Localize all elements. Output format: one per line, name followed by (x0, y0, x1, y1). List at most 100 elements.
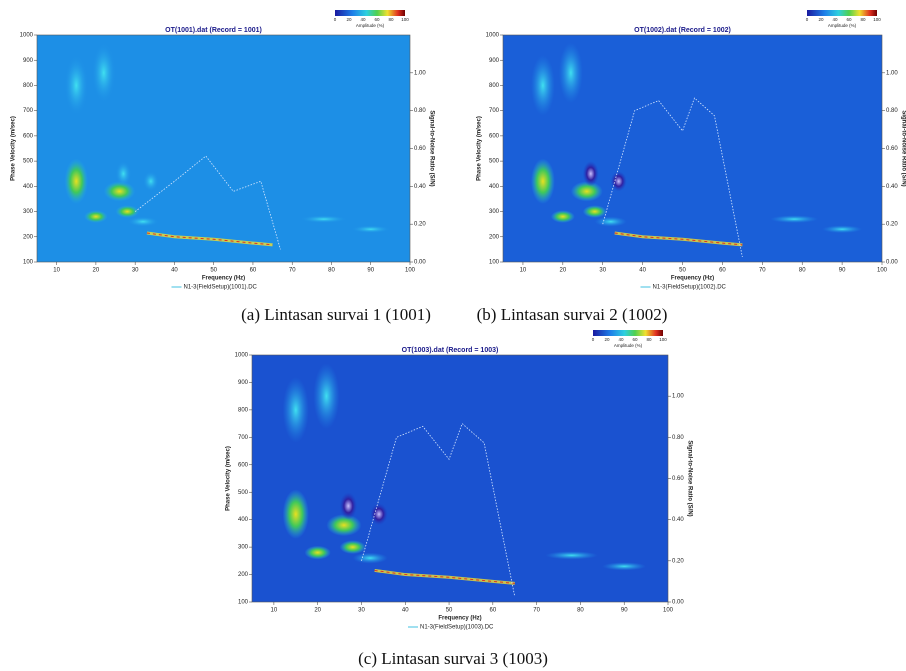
colorbar-tick-label: 0 (334, 17, 337, 22)
energy-blob (326, 514, 362, 537)
colorbar-tick-label: 40 (832, 17, 838, 22)
x-tick-label: 100 (663, 608, 674, 614)
y-tick-label: 700 (489, 108, 500, 114)
colorbar-label: Amplitude (%) (356, 23, 385, 28)
x-tick-label: 40 (171, 268, 178, 274)
energy-blob (610, 171, 627, 192)
x-axis-label: Frequency (Hz) (671, 276, 714, 282)
energy-blob (91, 42, 116, 104)
x-tick-label: 40 (639, 268, 646, 274)
y2-tick-label: 0.00 (672, 600, 684, 606)
energy-blob (84, 210, 108, 223)
y2-tick-label: 0.60 (672, 476, 684, 482)
y-tick-label: 1000 (20, 33, 34, 39)
y-tick-label: 700 (238, 435, 249, 441)
energy-blob (127, 216, 159, 227)
x-axis-label: Frequency (Hz) (438, 616, 481, 622)
colorbar-tick-label: 40 (618, 337, 624, 342)
energy-blob (282, 376, 309, 443)
energy-blob (339, 492, 358, 520)
y-tick-label: 900 (238, 380, 249, 386)
y-tick-label: 500 (489, 159, 500, 165)
colorbar-tick-label: 80 (646, 337, 652, 342)
panel-title: OT(1001).dat (Record = 1001) (165, 27, 262, 34)
energy-blob (115, 161, 132, 187)
colorbar-tick-label: 20 (818, 17, 824, 22)
y2-tick-label: 0.80 (886, 108, 898, 114)
y2-tick-label: 0.40 (414, 184, 426, 190)
y-tick-label: 900 (23, 58, 34, 64)
colorbar-label: Amplitude (%) (614, 343, 643, 348)
energy-blob (594, 216, 627, 227)
x-tick-label: 40 (402, 608, 409, 614)
x-tick-label: 50 (446, 608, 453, 614)
y2-tick-label: 1.00 (414, 70, 426, 76)
colorbar (593, 330, 663, 336)
colorbar-tick-label: 80 (388, 17, 394, 22)
y-axis-label: Phase Velocity (m/sec) (11, 116, 17, 181)
y2-tick-label: 0.00 (886, 260, 898, 266)
snr-curve (602, 97, 743, 258)
y-axis-label: Phase Velocity (m/sec) (477, 116, 483, 181)
energy-blob (103, 181, 136, 202)
y2-tick-label: 0.60 (414, 146, 426, 152)
y2-tick-label: 0.40 (886, 184, 898, 190)
colorbar-tick-label: 100 (659, 337, 667, 342)
x-tick-label: 60 (719, 268, 726, 274)
y-axis-label: Phase Velocity (m/sec) (226, 446, 232, 511)
y2-tick-label: 0.20 (672, 558, 684, 564)
x-tick-label: 10 (271, 608, 278, 614)
y2-tick-label: 0.60 (886, 146, 898, 152)
y2-tick-label: 1.00 (886, 70, 898, 76)
y-tick-label: 400 (23, 184, 34, 190)
energy-blob (602, 562, 647, 571)
y-tick-label: 1000 (235, 353, 249, 359)
colorbar-tick-label: 60 (632, 337, 638, 342)
y-tick-label: 400 (238, 517, 249, 523)
y2-axis-label: Signal-to-Noise Ratio (S/N) (900, 110, 906, 186)
x-axis-label: Frequency (Hz) (202, 276, 245, 282)
y-tick-label: 700 (23, 108, 34, 114)
energy-blob (570, 181, 603, 202)
energy-blob (64, 158, 89, 204)
y-tick-label: 1000 (486, 33, 500, 39)
snr-curve (361, 422, 516, 597)
x-tick-label: 100 (405, 268, 416, 274)
energy-blob (282, 489, 309, 539)
colorbar-tick-label: 80 (860, 17, 866, 22)
x-tick-label: 20 (559, 268, 566, 274)
caption: (b) Lintasan survai 2 (1002) (477, 305, 668, 324)
colorbar-tick-label: 60 (846, 17, 852, 22)
energy-blob (115, 205, 140, 218)
energy-blob (530, 55, 555, 116)
dispersion-curve (374, 569, 515, 584)
energy-blob (770, 215, 819, 223)
legend-label: N1-3(FieldSetup)(1002).DC (653, 285, 727, 291)
colorbar-tick-label: 60 (374, 17, 380, 22)
colorbar-tick-label: 100 (873, 17, 881, 22)
y-tick-label: 800 (23, 83, 34, 89)
y-tick-label: 800 (238, 407, 249, 413)
x-tick-label: 10 (53, 268, 60, 274)
x-tick-label: 100 (877, 268, 888, 274)
y2-tick-label: 0.80 (414, 108, 426, 114)
y2-axis-label: Signal-to-Noise Ratio (S/N) (428, 110, 434, 186)
energy-blob (143, 171, 159, 192)
y-tick-label: 500 (238, 490, 249, 496)
y-tick-label: 600 (489, 133, 500, 139)
y2-tick-label: 0.20 (886, 222, 898, 228)
y2-tick-label: 1.00 (672, 394, 684, 400)
y-tick-label: 300 (23, 209, 34, 215)
x-tick-label: 20 (93, 268, 100, 274)
energy-blob (313, 363, 340, 430)
energy-blob (558, 42, 583, 104)
x-tick-label: 80 (328, 268, 335, 274)
y-tick-label: 200 (23, 234, 34, 240)
y-tick-label: 100 (238, 600, 249, 606)
energy-blob (582, 205, 607, 218)
y2-tick-label: 0.00 (414, 260, 426, 266)
x-tick-label: 60 (250, 268, 257, 274)
energy-blob (582, 161, 599, 187)
